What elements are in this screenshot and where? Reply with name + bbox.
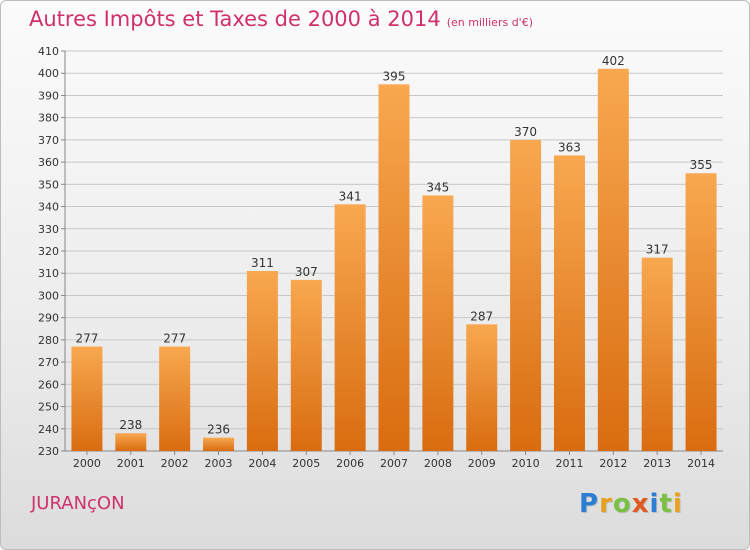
bar-value-label: 341 bbox=[339, 189, 362, 203]
bar[interactable] bbox=[378, 84, 410, 451]
bar-value-label: 277 bbox=[163, 332, 186, 346]
proxiti-logo[interactable]: Proxiti bbox=[579, 489, 683, 519]
x-tick-label: 2004 bbox=[248, 457, 276, 470]
commune-name: JURANçON bbox=[31, 493, 125, 514]
y-tick-label: 260 bbox=[38, 378, 59, 391]
chart-title-text: Autres Impôts et Taxes de 2000 à 2014 bbox=[29, 7, 441, 31]
x-tick-label: 2014 bbox=[687, 457, 715, 470]
bar[interactable] bbox=[466, 324, 498, 451]
logo-letter: i bbox=[672, 489, 683, 519]
x-tick-label: 2010 bbox=[512, 457, 540, 470]
bar-value-label: 395 bbox=[383, 69, 406, 83]
y-tick-label: 310 bbox=[38, 267, 59, 280]
x-tick-label: 2012 bbox=[599, 457, 627, 470]
bar-value-label: 277 bbox=[75, 332, 98, 346]
bar-value-label: 345 bbox=[426, 180, 449, 194]
y-tick-label: 240 bbox=[38, 423, 59, 436]
x-tick-label: 2000 bbox=[73, 457, 101, 470]
x-tick-labels: 2000 2001 2002 2003 2004 2005 2006 2007 2008 2009… bbox=[73, 451, 715, 470]
bar[interactable] bbox=[685, 173, 717, 451]
bar[interactable] bbox=[159, 346, 191, 451]
logo-letter: r bbox=[599, 489, 613, 519]
y-tick-label: 250 bbox=[38, 401, 59, 414]
bar-value-label: 355 bbox=[690, 158, 713, 172]
bar-value-labels: 277 238 277 236 311 307 341 395 345 287 370 363 402 3… bbox=[75, 54, 712, 437]
bar-value-label: 311 bbox=[251, 256, 274, 270]
y-tick-label: 230 bbox=[38, 445, 59, 458]
bar[interactable] bbox=[246, 271, 278, 451]
bar-value-label: 402 bbox=[602, 54, 625, 68]
y-tick-labels: 230 240 250 260 270 280 290 300 310 320 330 340 350 3… bbox=[38, 45, 65, 458]
bar[interactable] bbox=[334, 204, 366, 451]
bar[interactable] bbox=[71, 346, 103, 451]
chart-subtitle: (en milliers d'€) bbox=[446, 16, 533, 29]
x-tick-label: 2003 bbox=[205, 457, 233, 470]
bars bbox=[71, 68, 717, 452]
bar-value-label: 287 bbox=[470, 309, 493, 323]
y-tick-label: 290 bbox=[38, 312, 59, 325]
logo-letter: o bbox=[612, 489, 632, 519]
bar-value-label: 307 bbox=[295, 265, 318, 279]
x-tick-label: 2005 bbox=[292, 457, 320, 470]
chart-title: Autres Impôts et Taxes de 2000 à 2014 (en… bbox=[29, 7, 533, 31]
bar[interactable] bbox=[510, 139, 542, 451]
x-tick-label: 2002 bbox=[161, 457, 189, 470]
bar[interactable] bbox=[597, 68, 629, 452]
logo-letter: i bbox=[649, 489, 660, 519]
y-tick-label: 360 bbox=[38, 156, 59, 169]
x-tick-label: 2001 bbox=[117, 457, 145, 470]
y-tick-label: 340 bbox=[38, 201, 59, 214]
bar-value-label: 238 bbox=[119, 418, 142, 432]
bar-value-label: 317 bbox=[646, 243, 669, 257]
x-tick-label: 2013 bbox=[643, 457, 671, 470]
y-tick-label: 320 bbox=[38, 245, 59, 258]
bar[interactable] bbox=[203, 437, 235, 451]
y-tick-label: 400 bbox=[38, 67, 59, 80]
x-tick-label: 2006 bbox=[336, 457, 364, 470]
y-tick-label: 280 bbox=[38, 334, 59, 347]
bar-value-label: 236 bbox=[207, 423, 230, 437]
y-tick-label: 300 bbox=[38, 289, 59, 302]
y-tick-label: 410 bbox=[38, 45, 59, 58]
bar-value-label: 363 bbox=[558, 140, 581, 154]
y-tick-label: 270 bbox=[38, 356, 59, 369]
x-tick-label: 2008 bbox=[424, 457, 452, 470]
logo-letter: P bbox=[579, 489, 600, 519]
y-tick-label: 370 bbox=[38, 134, 59, 147]
y-tick-label: 330 bbox=[38, 223, 59, 236]
logo-letter: t bbox=[659, 489, 673, 519]
x-tick-label: 2009 bbox=[468, 457, 496, 470]
bar[interactable] bbox=[553, 155, 585, 451]
bar[interactable] bbox=[641, 257, 673, 451]
x-tick-label: 2011 bbox=[555, 457, 583, 470]
y-tick-label: 390 bbox=[38, 89, 59, 102]
x-tick-label: 2007 bbox=[380, 457, 408, 470]
bar-value-label: 370 bbox=[514, 125, 537, 139]
bar[interactable] bbox=[115, 433, 147, 451]
bar[interactable] bbox=[422, 195, 454, 451]
logo-letter: x bbox=[631, 489, 650, 519]
y-tick-label: 380 bbox=[38, 112, 59, 125]
y-tick-label: 350 bbox=[38, 178, 59, 191]
bar[interactable] bbox=[290, 279, 322, 451]
